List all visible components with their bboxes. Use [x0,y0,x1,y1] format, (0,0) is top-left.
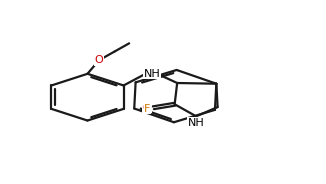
Text: NH: NH [144,69,161,79]
Text: F: F [144,104,151,114]
Text: O: O [142,103,151,113]
Text: NH: NH [188,118,204,128]
Text: O: O [95,55,103,65]
